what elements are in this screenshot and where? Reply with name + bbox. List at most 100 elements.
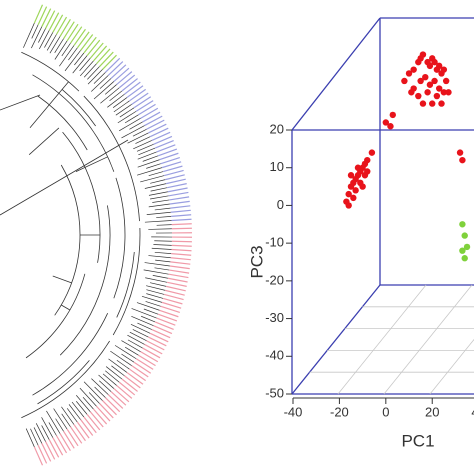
branch	[46, 34, 57, 51]
branch	[124, 346, 139, 356]
branch	[44, 32, 54, 48]
branch-arc	[112, 228, 141, 336]
floor-line	[429, 338, 474, 395]
point	[405, 70, 413, 77]
point	[408, 89, 415, 96]
leaf	[41, 8, 52, 27]
leaf	[59, 19, 71, 37]
leaf	[149, 127, 169, 138]
leaf	[124, 81, 141, 95]
branch	[87, 69, 103, 85]
branch	[61, 406, 75, 425]
point	[429, 100, 436, 107]
leaf	[89, 411, 104, 428]
branch	[145, 277, 168, 283]
leaf	[148, 123, 167, 134]
point	[382, 119, 390, 126]
branch	[141, 295, 163, 303]
branch	[53, 408, 68, 430]
leaf	[163, 165, 183, 173]
point	[350, 194, 357, 202]
branch	[83, 63, 97, 78]
y-tick-label: 0	[277, 197, 284, 212]
branch	[136, 167, 163, 176]
leaf	[52, 437, 64, 456]
point	[352, 187, 359, 194]
branch-arc	[54, 164, 81, 316]
point	[345, 190, 352, 198]
branch	[61, 304, 71, 311]
point	[426, 81, 434, 88]
leaf	[105, 397, 121, 413]
branch	[146, 285, 166, 291]
leaf	[121, 378, 138, 392]
branch	[35, 423, 46, 442]
point	[431, 58, 438, 66]
branch	[121, 340, 141, 352]
leaf	[163, 297, 183, 305]
y-axis-label: PC3	[247, 245, 266, 278]
branch	[137, 159, 160, 168]
y-tick-label: 20	[270, 121, 284, 136]
point	[415, 92, 422, 100]
point	[401, 77, 408, 85]
leaf	[48, 12, 60, 31]
point	[461, 255, 468, 262]
branch-arc	[83, 95, 140, 222]
point	[426, 62, 434, 70]
leaf	[169, 265, 190, 270]
leaf	[153, 325, 173, 335]
leaf	[140, 351, 159, 363]
branch	[149, 282, 167, 287]
leaf	[128, 368, 147, 382]
point	[368, 149, 376, 156]
leaf	[170, 205, 191, 209]
branch	[55, 418, 64, 432]
branch-arc	[37, 360, 90, 405]
point	[419, 100, 427, 107]
y-tick-label: -20	[265, 272, 284, 287]
branch	[48, 422, 57, 436]
branch	[143, 308, 159, 315]
x-tick-label: 0	[382, 404, 389, 419]
branch	[152, 199, 170, 203]
leaf	[159, 152, 179, 161]
branch	[131, 308, 157, 319]
branch	[102, 373, 117, 386]
leaf	[99, 403, 114, 419]
branch-arc	[32, 74, 115, 172]
branch	[154, 251, 172, 254]
branch	[83, 381, 103, 401]
leaf	[66, 428, 79, 447]
leaf	[169, 196, 190, 201]
leaf	[118, 74, 136, 89]
leaf	[76, 31, 90, 49]
leaf	[160, 305, 180, 314]
branch	[98, 380, 112, 392]
leaf	[166, 285, 186, 292]
leaf	[166, 178, 186, 185]
branch	[41, 417, 54, 438]
point	[424, 89, 431, 96]
leaf	[45, 10, 56, 29]
leaf	[171, 244, 192, 247]
branch	[61, 413, 71, 428]
branch	[132, 128, 147, 137]
floor-line	[383, 284, 473, 395]
leaf	[146, 119, 165, 130]
branch	[132, 329, 149, 338]
leaf	[126, 371, 144, 385]
leaf	[159, 309, 179, 318]
floor-line	[337, 284, 427, 395]
leaf	[107, 394, 124, 409]
branch	[127, 339, 143, 349]
leaf	[70, 426, 83, 444]
point	[410, 66, 417, 73]
leaf	[153, 135, 173, 145]
leaf	[138, 103, 156, 116]
leaf	[133, 361, 152, 374]
point	[345, 202, 352, 209]
branch	[91, 75, 109, 92]
branch	[146, 211, 171, 215]
branch	[144, 262, 170, 267]
